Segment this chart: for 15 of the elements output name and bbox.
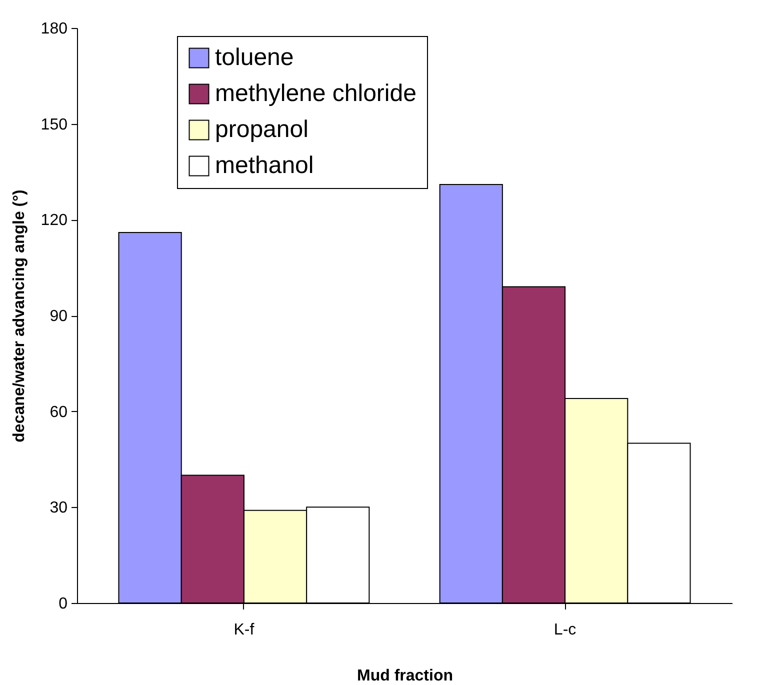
x-tick-label: K-f xyxy=(234,622,255,638)
y-tick-label: 0 xyxy=(58,596,68,612)
y-tick-label: 30 xyxy=(50,500,68,517)
y-tick-label: 180 xyxy=(40,20,68,38)
legend-label: methanol xyxy=(215,152,314,179)
x-axis-title: Mud fraction xyxy=(357,668,453,684)
y-tick-label: 90 xyxy=(50,308,68,325)
y-tick-label: 150 xyxy=(40,116,68,134)
y-axis-title: decane/water advancing angle (°) xyxy=(10,190,28,442)
legend-label: methylene chloride xyxy=(215,80,416,107)
legend-label: toluene xyxy=(215,44,294,71)
x-tick-label: L-c xyxy=(554,622,576,638)
y-tick-label: 120 xyxy=(40,212,68,230)
y-tick-label: 60 xyxy=(50,404,68,421)
legend-label: propanol xyxy=(215,116,308,143)
